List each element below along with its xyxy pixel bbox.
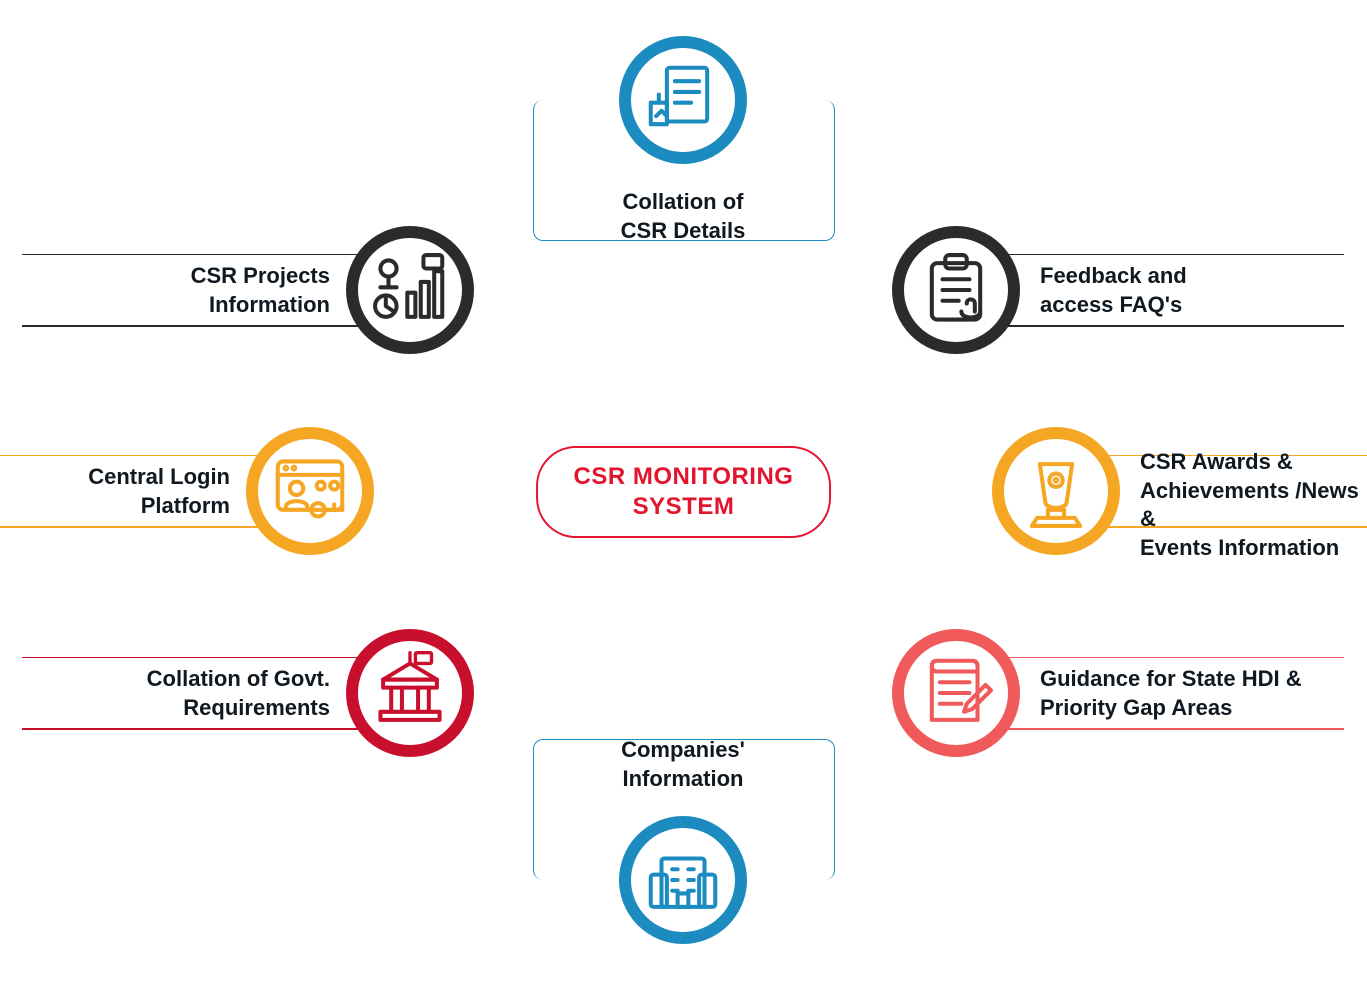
central-login-icon bbox=[267, 448, 353, 534]
csr-awards-icon-ring bbox=[992, 427, 1120, 555]
feedback-faq-icon bbox=[913, 247, 999, 333]
guidance-hdi-icon bbox=[913, 650, 999, 736]
csr-projects-info-icon-ring bbox=[346, 226, 474, 354]
csr-projects-info-icon bbox=[367, 247, 453, 333]
csr-awards-icon bbox=[1013, 448, 1099, 534]
collation-govt-req-label: Collation of Govt. Requirements bbox=[147, 665, 330, 722]
companies-information-icon-ring bbox=[619, 816, 747, 944]
collation-govt-req-icon-ring bbox=[346, 629, 474, 757]
collation-csr-details-label: Collation of CSR Details bbox=[621, 188, 746, 245]
csr-awards-label: CSR Awards & Achievements /News & Events… bbox=[1140, 448, 1367, 562]
collation-govt-req-icon bbox=[367, 650, 453, 736]
guidance-hdi-icon-ring bbox=[892, 629, 1020, 757]
collation-csr-details-icon-ring bbox=[619, 36, 747, 164]
csr-projects-info-label: CSR Projects Information bbox=[191, 262, 330, 319]
collation-csr-details-icon bbox=[640, 57, 726, 143]
guidance-hdi-label: Guidance for State HDI & Priority Gap Ar… bbox=[1040, 665, 1302, 722]
central-login-icon-ring bbox=[246, 427, 374, 555]
diagram-canvas: CSR MONITORING SYSTEM Collation of CSR D… bbox=[0, 0, 1367, 983]
companies-information-icon bbox=[640, 837, 726, 923]
feedback-faq-label: Feedback and access FAQ's bbox=[1040, 262, 1187, 319]
feedback-faq-icon-ring bbox=[892, 226, 1020, 354]
center-title: CSR MONITORING SYSTEM bbox=[536, 446, 832, 538]
companies-information-label: Companies' Information bbox=[621, 736, 745, 793]
central-login-label: Central Login Platform bbox=[88, 463, 230, 520]
